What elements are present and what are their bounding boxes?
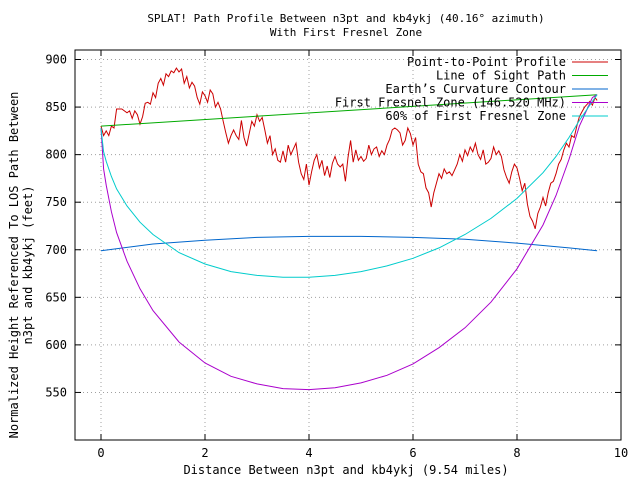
chart-title: SPLAT! Path Profile Between n3pt and kb4… [147,12,544,25]
series-line-1 [100,94,598,127]
x-axis-label: Distance Between n3pt and kb4ykj (9.54 m… [183,463,508,477]
y-tick-label: 550 [45,385,67,399]
y-axis-label-line1: Normalized Height Referenced To LOS Path… [7,92,21,439]
y-tick-label: 750 [45,195,67,209]
y-tick-label: 900 [45,53,67,67]
x-tick-label: 0 [97,446,104,460]
series-line-2 [100,235,598,252]
series-line-3 [100,94,598,391]
x-tick-label: 6 [409,446,416,460]
legend-label-0: Point-to-Point Profile [407,55,566,69]
y-axis-label-line2: n3pt and kb4ykj (feet) [21,186,35,345]
legend-label-4: 60% of First Fresnel Zone [385,109,566,123]
series-layer [100,67,598,391]
x-tick-label: 4 [305,446,312,460]
x-tick-label: 2 [201,446,208,460]
y-tick-label: 700 [45,243,67,257]
legend-label-1: Line of Sight Path [436,69,566,83]
series-line-4 [100,94,598,278]
plot-frame [74,49,622,441]
x-tick-label: 10 [614,446,628,460]
series-line-0 [100,67,598,229]
y-tick-label: 850 [45,100,67,114]
y-tick-label: 800 [45,148,67,162]
y-tick-label: 650 [45,290,67,304]
axis-ticks: 0 2 4 6 8 10 550 600 650 700 750 800 850 900 [45,50,628,460]
legend-label-2: Earth’s Curvature Contour [385,82,566,96]
legend-label-3: First Fresnel Zone (146.520 MHz) [335,96,566,110]
chart-subtitle: With First Fresnel Zone [270,26,422,39]
y-tick-label: 600 [45,338,67,352]
x-tick-label: 8 [513,446,520,460]
